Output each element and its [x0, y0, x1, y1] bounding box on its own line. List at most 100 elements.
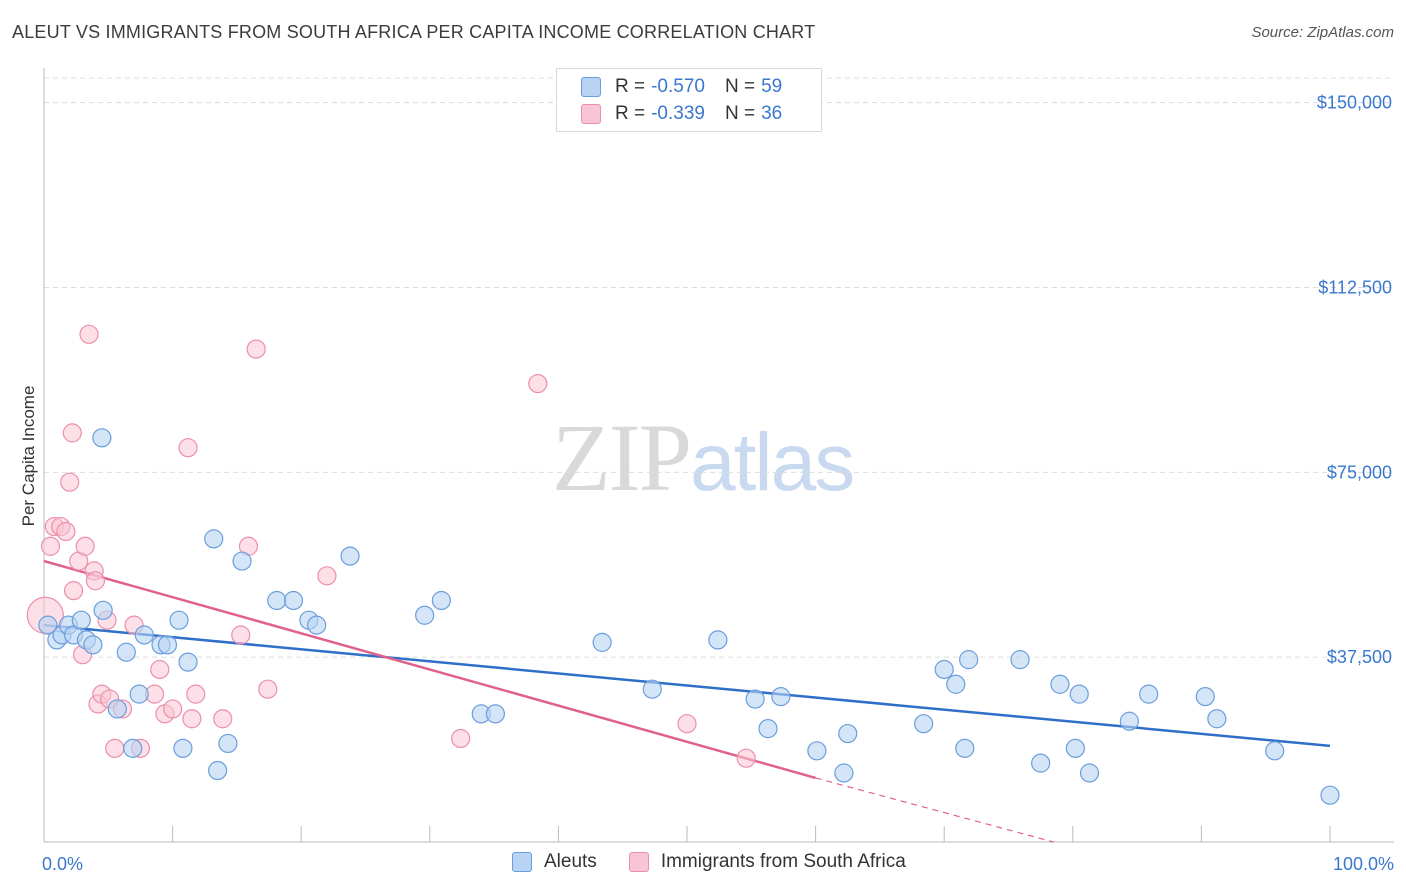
data-point-aleuts	[1320, 785, 1340, 805]
data-point-aleuts	[758, 719, 778, 739]
watermark-atlas: atlas	[690, 417, 855, 508]
data-point-immigrants	[75, 536, 95, 556]
legend-n-value: 59	[761, 76, 783, 97]
data-point-immigrants	[246, 339, 266, 359]
data-point-immigrants	[231, 625, 251, 645]
data-point-aleuts	[218, 733, 238, 754]
data-point-aleuts	[745, 689, 765, 709]
data-point-aleuts	[1265, 741, 1285, 761]
legend-item-aleuts[interactable]: Aleuts	[512, 851, 597, 873]
data-point-aleuts	[169, 610, 189, 630]
data-point-aleuts	[340, 546, 360, 566]
data-point-immigrants	[163, 699, 183, 719]
legend-n-label: N =	[724, 76, 756, 97]
data-point-aleuts	[914, 714, 934, 734]
grid-lines	[44, 77, 1394, 658]
legend-label-immigrants: Immigrants from South Africa	[660, 851, 906, 872]
legend-item-immigrants[interactable]: Immigrants from South Africa	[628, 851, 906, 873]
y-tick-label: $112,500	[1318, 277, 1392, 297]
data-point-immigrants	[213, 709, 233, 729]
data-point-aleuts	[83, 635, 103, 655]
data-point-aleuts	[116, 642, 136, 662]
data-point-immigrants	[182, 709, 202, 729]
data-point-aleuts	[92, 428, 112, 448]
x-tick-label: 0.0%	[42, 854, 83, 874]
data-point-immigrants	[317, 566, 337, 586]
data-point-immigrants	[451, 728, 471, 749]
data-point-aleuts	[934, 659, 954, 680]
data-point-aleuts	[592, 632, 612, 652]
data-point-aleuts	[415, 605, 435, 625]
data-point-aleuts	[1069, 684, 1089, 704]
data-point-aleuts	[642, 679, 662, 699]
data-point-aleuts	[1031, 753, 1051, 773]
data-point-immigrants	[677, 714, 697, 734]
watermark-zip: ZIP	[552, 404, 692, 511]
legend-r-value: -0.339	[651, 103, 705, 124]
data-point-aleuts	[232, 551, 252, 571]
data-point-immigrants	[186, 684, 206, 704]
chart-title: ALEUT VS IMMIGRANTS FROM SOUTH AFRICA PE…	[12, 22, 816, 42]
data-point-aleuts	[807, 741, 827, 761]
x-tick-label: 100.0%	[1333, 854, 1394, 874]
data-point-aleuts	[1119, 711, 1139, 731]
data-point-immigrants	[528, 374, 548, 394]
axes	[43, 68, 1394, 843]
data-point-aleuts	[134, 625, 154, 645]
data-point-aleuts	[307, 615, 327, 635]
y-tick-label: $75,000	[1327, 462, 1392, 482]
series-immigrants-points	[26, 324, 756, 768]
source-label: Source: ZipAtlas.com	[1251, 24, 1394, 41]
legend-row-immigrants: R = -0.339 N = 36	[581, 102, 782, 126]
data-point-immigrants	[79, 324, 99, 344]
data-point-aleuts	[129, 684, 149, 704]
data-point-immigrants	[105, 738, 125, 758]
data-point-aleuts	[38, 615, 58, 635]
data-point-aleuts	[1065, 738, 1085, 758]
data-point-aleuts	[1010, 650, 1030, 670]
trend-line-immigrants	[43, 559, 816, 780]
data-point-aleuts	[834, 763, 854, 783]
data-point-aleuts	[267, 590, 287, 611]
data-point-immigrants	[258, 679, 278, 699]
y-tick-label: $37,500	[1327, 647, 1392, 667]
data-point-aleuts	[283, 590, 304, 611]
legend-swatch-pink	[581, 104, 601, 124]
legend-row-aleuts: R = -0.570 N = 59	[581, 75, 782, 99]
data-point-immigrants	[736, 748, 756, 768]
legend-r-value: -0.570	[651, 76, 705, 97]
data-point-immigrants	[85, 571, 106, 591]
data-point-aleuts	[178, 652, 198, 672]
legend-swatch-immigrants	[628, 852, 649, 872]
trend-line-immigrants-extension	[815, 777, 1054, 843]
legend-r-label: R =	[615, 76, 646, 97]
tick-labels: $37,500 $75,000 $112,500 $150,000 0.0% 100.0%	[42, 93, 1394, 874]
legend-label-aleuts: Aleuts	[544, 851, 597, 872]
data-point-immigrants	[40, 536, 61, 556]
trend-line-aleuts	[43, 623, 1331, 748]
data-point-aleuts	[173, 738, 193, 758]
legend-n-label: N =	[724, 103, 756, 124]
legend-swatch-blue	[581, 77, 601, 97]
data-point-immigrants	[63, 581, 84, 601]
trend-lines	[43, 559, 1331, 843]
data-point-immigrants	[178, 438, 198, 458]
data-point-aleuts	[204, 529, 224, 549]
data-point-aleuts	[955, 738, 975, 758]
watermark: ZIPatlas	[552, 402, 855, 513]
data-point-aleuts	[946, 674, 966, 694]
data-point-aleuts	[1079, 763, 1100, 783]
data-point-aleuts	[208, 760, 228, 781]
data-point-aleuts	[157, 635, 178, 655]
data-point-aleuts	[1195, 686, 1215, 707]
series-aleuts-points	[38, 428, 1340, 805]
data-point-aleuts	[959, 650, 979, 670]
data-point-immigrants	[150, 659, 170, 680]
data-point-aleuts	[107, 699, 127, 719]
data-point-aleuts	[71, 610, 91, 630]
data-point-aleuts	[708, 630, 728, 650]
data-point-immigrants	[62, 423, 82, 443]
data-point-immigrants	[56, 521, 76, 542]
data-point-aleuts	[431, 590, 451, 611]
